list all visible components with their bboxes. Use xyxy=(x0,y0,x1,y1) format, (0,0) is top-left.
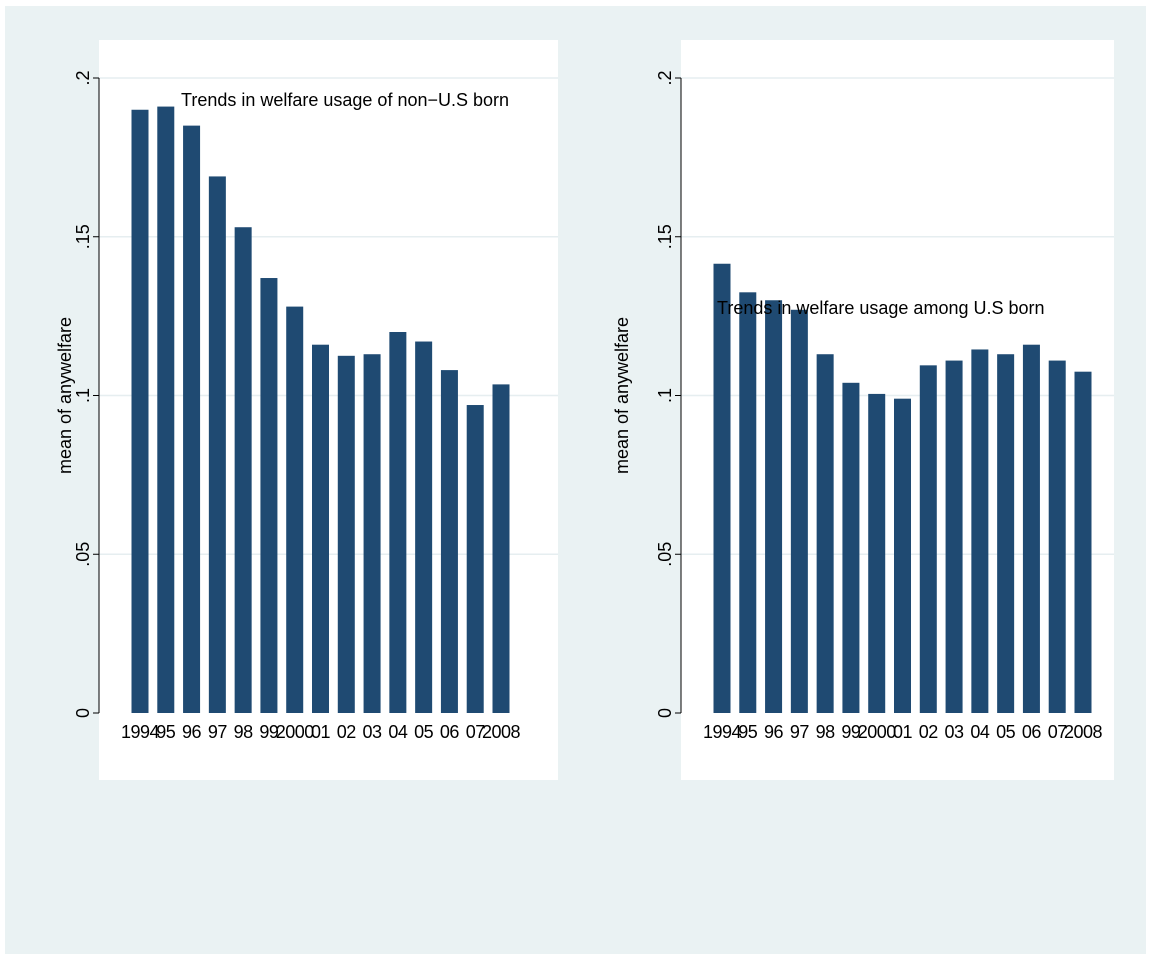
x-tick-label: 02 xyxy=(919,722,939,742)
y-tick-label: .1 xyxy=(655,388,675,403)
x-tick-label: 95 xyxy=(156,722,176,742)
bar-96 xyxy=(765,300,783,713)
x-tick-label: 04 xyxy=(970,722,990,742)
bar-99 xyxy=(842,382,860,713)
bar-04 xyxy=(389,332,407,713)
x-tick-label: 05 xyxy=(414,722,434,742)
bar-99 xyxy=(260,278,278,713)
x-tick-label: 98 xyxy=(234,722,254,742)
bar-95 xyxy=(157,106,175,713)
bar-05 xyxy=(997,354,1015,713)
y-tick-label: .2 xyxy=(73,70,93,85)
x-tick-label: 04 xyxy=(388,722,408,742)
x-tick-label: 97 xyxy=(790,722,810,742)
y-tick-label: .2 xyxy=(655,70,675,85)
y-tick-label: .1 xyxy=(73,388,93,403)
x-tick-label: 97 xyxy=(208,722,228,742)
x-tick-label: 2000 xyxy=(276,722,315,742)
y-tick-label: 0 xyxy=(655,708,675,718)
x-tick-label: 1994 xyxy=(703,722,742,742)
x-tick-label: 01 xyxy=(311,722,331,742)
bar-05 xyxy=(415,341,433,713)
x-tick-label: 96 xyxy=(764,722,784,742)
bar-2008 xyxy=(1074,371,1092,713)
x-tick-label: 07 xyxy=(466,722,486,742)
x-tick-label: 01 xyxy=(893,722,913,742)
bar-06 xyxy=(1022,344,1040,713)
bar-2000 xyxy=(286,306,304,713)
y-axis-label: mean of anywelfare xyxy=(612,317,632,474)
bar-98 xyxy=(816,354,834,713)
x-tick-label: 2008 xyxy=(482,722,521,742)
bar-97 xyxy=(208,176,226,714)
chart-annotation: Trends in welfare usage of non−U.S born xyxy=(181,90,509,110)
y-tick-label: .05 xyxy=(73,542,93,567)
chart-annotation: Trends in welfare usage among U.S born xyxy=(717,298,1045,318)
bar-2000 xyxy=(868,393,886,713)
y-tick-label: 0 xyxy=(73,708,93,718)
x-tick-label: 2000 xyxy=(858,722,897,742)
x-tick-label: 98 xyxy=(816,722,836,742)
bar-02 xyxy=(919,365,937,713)
x-tick-label: 06 xyxy=(1022,722,1042,742)
x-tick-label: 99 xyxy=(841,722,861,742)
x-tick-label: 02 xyxy=(337,722,357,742)
bar-04 xyxy=(971,349,989,713)
bar-01 xyxy=(312,344,329,713)
x-tick-label: 06 xyxy=(440,722,460,742)
x-tick-label: 1994 xyxy=(121,722,160,742)
bar-2008 xyxy=(492,384,510,713)
x-tick-label: 03 xyxy=(363,722,383,742)
bar-03 xyxy=(363,354,381,713)
y-tick-label: .15 xyxy=(73,224,93,249)
bar-06 xyxy=(440,370,458,713)
bar-01 xyxy=(894,398,911,713)
bar-02 xyxy=(337,355,355,713)
x-tick-label: 95 xyxy=(738,722,758,742)
x-tick-label: 03 xyxy=(945,722,965,742)
figure-background: 0.05.1.15.2 mean of anywelfare 1994 95 96 97 9… xyxy=(5,6,1146,954)
x-tick-label: 99 xyxy=(259,722,279,742)
bar-97 xyxy=(790,309,808,713)
bar-1994 xyxy=(713,263,731,713)
bar-98 xyxy=(234,227,252,713)
y-tick-label: .05 xyxy=(655,542,675,567)
bar-07 xyxy=(1048,360,1066,713)
x-tick-label: 07 xyxy=(1048,722,1068,742)
y-tick-label: .15 xyxy=(655,224,675,249)
bar-1994 xyxy=(131,109,149,713)
bar-03 xyxy=(945,360,963,713)
bar-95 xyxy=(739,292,757,713)
x-tick-label: 96 xyxy=(182,722,202,742)
bar-07 xyxy=(466,405,484,713)
y-axis-label: mean of anywelfare xyxy=(55,317,75,474)
x-tick-label: 2008 xyxy=(1064,722,1103,742)
x-tick-label: 05 xyxy=(996,722,1016,742)
bar-96 xyxy=(183,125,201,713)
